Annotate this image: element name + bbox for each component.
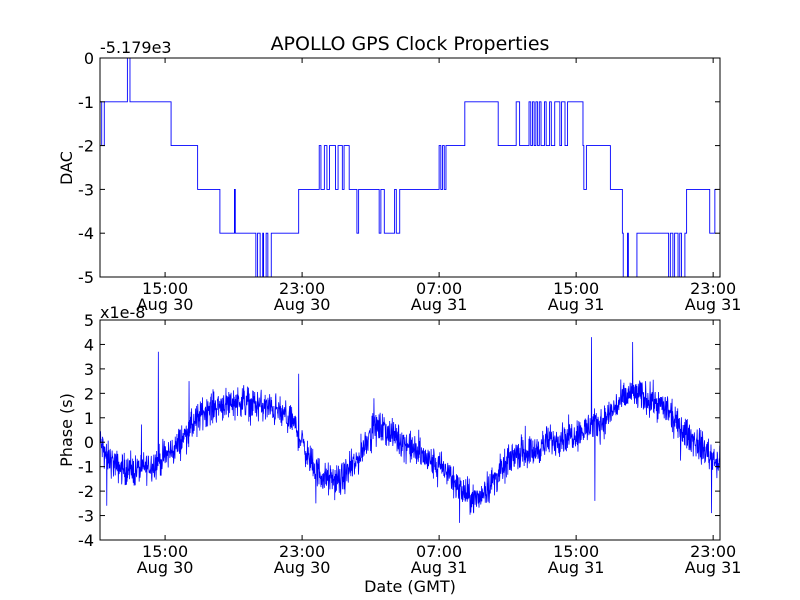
phase-ytick-label: 0: [84, 433, 94, 452]
phase-xtick-time-label: 15:00: [553, 542, 599, 561]
phase-xtick-date-label: Aug 30: [137, 558, 194, 577]
dac-y-ticks: -5 -4 -3 -2 -1 0: [78, 49, 720, 287]
phase-ytick-label: 4: [84, 335, 94, 354]
dac-ytick-label: -1: [78, 93, 94, 112]
dac-ytick-label: -2: [78, 137, 94, 156]
dac-xtick-time-label: 23:00: [690, 279, 736, 298]
phase-ytick-label: 1: [84, 409, 94, 428]
figure-title: APOLLO GPS Clock Properties: [271, 33, 550, 55]
phase-xtick-date-label: Aug 30: [274, 558, 331, 577]
dac-xtick-date-label: Aug 30: [274, 295, 331, 314]
phase-ytick-label: 5: [84, 311, 94, 330]
phase-series: [100, 337, 720, 523]
phase-xtick-time-label: 23:00: [279, 542, 325, 561]
dac-y-label: DAC: [57, 151, 76, 185]
phase-ytick-label: -3: [78, 507, 94, 526]
dac-ytick-label: -3: [78, 180, 94, 199]
dac-offset-label: -5.179e3: [100, 38, 172, 57]
phase-xtick-date-label: Aug 31: [411, 558, 468, 577]
phase-ytick-label: -2: [78, 482, 94, 501]
dac-ytick-label: -5: [78, 268, 94, 287]
phase-xtick-time-label: 07:00: [416, 542, 462, 561]
dac-xtick-time-label: 15:00: [142, 279, 188, 298]
dac-xtick-date-label: Aug 31: [685, 295, 742, 314]
dac-xtick-date-label: Aug 31: [548, 295, 605, 314]
dac-series: [100, 58, 717, 277]
phase-y-ticks: -4 -3 -2 -1 0 1 2 3 4 5: [78, 311, 720, 550]
dac-xtick-time-label: 15:00: [553, 279, 599, 298]
phase-y-label: Phase (s): [57, 393, 76, 467]
dac-xtick-date-label: Aug 30: [137, 295, 194, 314]
phase-offset-label: x1e-8: [100, 303, 145, 322]
x-axis-label: Date (GMT): [364, 577, 456, 596]
dac-xtick-date-label: Aug 31: [411, 295, 468, 314]
phase-line: [100, 337, 720, 523]
dac-xtick-time-label: 23:00: [279, 279, 325, 298]
dac-xtick-time-label: 07:00: [416, 279, 462, 298]
phase-ytick-label: 3: [84, 360, 94, 379]
dac-line: [100, 58, 717, 277]
dac-ytick-label: -4: [78, 224, 94, 243]
phase-xtick-time-label: 23:00: [690, 542, 736, 561]
phase-axes-frame: [99, 319, 721, 541]
phase-ytick-label: 2: [84, 384, 94, 403]
phase-xtick-date-label: Aug 31: [685, 558, 742, 577]
dac-axes-frame: [99, 57, 721, 278]
dac-ytick-label: 0: [84, 49, 94, 68]
phase-xtick-time-label: 15:00: [142, 542, 188, 561]
phase-ytick-label: -1: [78, 458, 94, 477]
phase-ytick-label: -4: [78, 531, 94, 550]
phase-xtick-date-label: Aug 31: [548, 558, 605, 577]
